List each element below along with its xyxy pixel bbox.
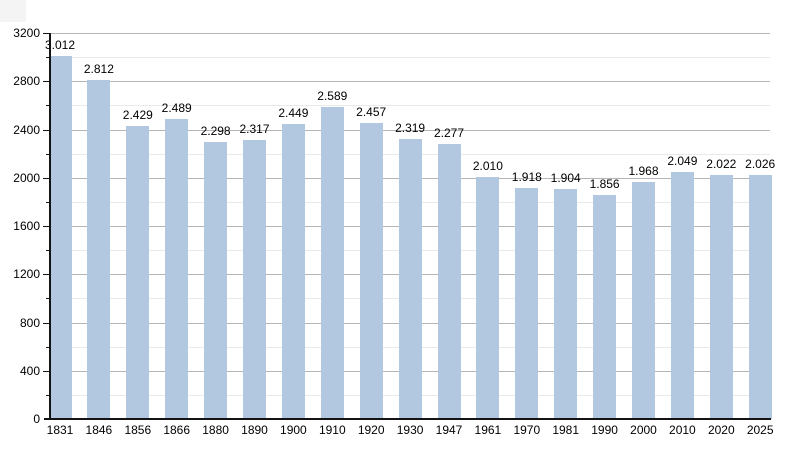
x-axis-line bbox=[44, 418, 771, 420]
bar bbox=[593, 195, 617, 419]
y-tick-label: 800 bbox=[19, 315, 40, 330]
value-label: 2.277 bbox=[433, 126, 465, 141]
gridline-minor bbox=[51, 105, 770, 107]
bar bbox=[165, 118, 189, 419]
bar bbox=[632, 181, 655, 419]
y-tick-label: 2000 bbox=[13, 170, 40, 185]
value-label: 1.918 bbox=[511, 169, 542, 184]
y-tick-major bbox=[43, 370, 50, 372]
value-label: 2.589 bbox=[317, 88, 348, 103]
value-label: 2.812 bbox=[83, 61, 114, 76]
bar bbox=[48, 55, 72, 419]
bar bbox=[670, 171, 694, 419]
bar bbox=[243, 139, 266, 419]
value-label: 1.904 bbox=[550, 171, 581, 186]
x-tick-label: 1866 bbox=[163, 423, 191, 437]
x-tick-label: 1910 bbox=[318, 423, 346, 437]
y-tick-label: 1600 bbox=[13, 219, 40, 233]
x-tick-label: 1981 bbox=[552, 423, 580, 437]
bar bbox=[320, 106, 344, 419]
value-label: 2.449 bbox=[278, 105, 309, 120]
value-label: 2.022 bbox=[706, 157, 737, 172]
y-tick-minor bbox=[46, 298, 50, 300]
bar bbox=[554, 189, 578, 419]
y-tick-major bbox=[43, 274, 50, 276]
bar bbox=[359, 122, 383, 419]
bar bbox=[476, 176, 500, 419]
y-tick-major bbox=[43, 177, 50, 179]
x-tick-label: 1990 bbox=[591, 423, 618, 437]
bar bbox=[398, 139, 422, 419]
value-label: 2.457 bbox=[356, 104, 387, 119]
gridline-major bbox=[51, 81, 770, 83]
bar bbox=[87, 79, 111, 419]
value-label: 2.319 bbox=[395, 121, 426, 136]
gridline-major bbox=[51, 129, 770, 131]
bar bbox=[748, 174, 772, 419]
y-tick-major bbox=[43, 226, 50, 227]
value-label: 2.026 bbox=[745, 156, 776, 171]
value-label: 2.298 bbox=[200, 123, 231, 138]
bar bbox=[204, 141, 228, 419]
y-tick-minor bbox=[46, 153, 50, 155]
gridline-minor bbox=[51, 57, 770, 59]
y-tick-label: 2400 bbox=[13, 122, 40, 137]
value-label: 2.429 bbox=[122, 108, 153, 122]
bar bbox=[281, 123, 305, 419]
y-tick-minor bbox=[46, 250, 50, 252]
corner-artifact bbox=[0, 0, 26, 22]
x-tick-label: 1970 bbox=[513, 423, 541, 437]
x-tick-label: 1930 bbox=[396, 423, 424, 437]
y-tick-label: 400 bbox=[19, 363, 40, 378]
y-tick-minor bbox=[46, 201, 50, 203]
value-label: 2.489 bbox=[161, 100, 192, 115]
x-tick-label: 2000 bbox=[630, 423, 657, 437]
bar bbox=[709, 175, 733, 419]
y-tick-major bbox=[43, 81, 50, 83]
bar bbox=[515, 187, 539, 419]
x-tick-label: 1900 bbox=[280, 423, 307, 437]
y-tick-minor bbox=[46, 394, 50, 396]
gridline-major bbox=[51, 33, 770, 34]
y-tick-minor bbox=[46, 346, 50, 348]
y-axis-line bbox=[49, 33, 51, 419]
x-tick-label: 1856 bbox=[124, 423, 152, 437]
x-tick-label: 2010 bbox=[669, 423, 696, 437]
x-tick-label: 2025 bbox=[746, 423, 774, 437]
value-label: 2.010 bbox=[472, 158, 503, 173]
bar bbox=[437, 144, 461, 419]
value-label: 1.968 bbox=[628, 163, 659, 178]
y-tick-minor bbox=[46, 105, 50, 107]
x-tick-label: 2020 bbox=[707, 423, 735, 437]
x-tick-label: 1880 bbox=[202, 423, 229, 437]
y-tick-major bbox=[43, 322, 50, 324]
x-tick-label: 1890 bbox=[241, 423, 268, 437]
x-tick-label: 1947 bbox=[435, 423, 463, 437]
value-label: 2.317 bbox=[239, 121, 270, 136]
y-tick-label: 1200 bbox=[13, 267, 40, 282]
bar bbox=[126, 126, 150, 419]
y-tick-minor bbox=[46, 57, 50, 59]
y-tick-major bbox=[43, 129, 50, 131]
y-tick-label: 2800 bbox=[13, 74, 40, 89]
x-tick-label: 1920 bbox=[357, 423, 385, 437]
y-tick-label: 3200 bbox=[13, 26, 40, 40]
x-tick-label: 1961 bbox=[474, 423, 502, 437]
value-label: 2.049 bbox=[667, 153, 698, 168]
x-tick-label: 1831 bbox=[46, 423, 74, 437]
value-label: 3.012 bbox=[44, 37, 76, 52]
y-tick-major bbox=[43, 33, 50, 34]
y-tick-label: 0 bbox=[33, 412, 40, 426]
value-label: 1.856 bbox=[589, 177, 620, 192]
x-tick-label: 1846 bbox=[85, 423, 113, 437]
